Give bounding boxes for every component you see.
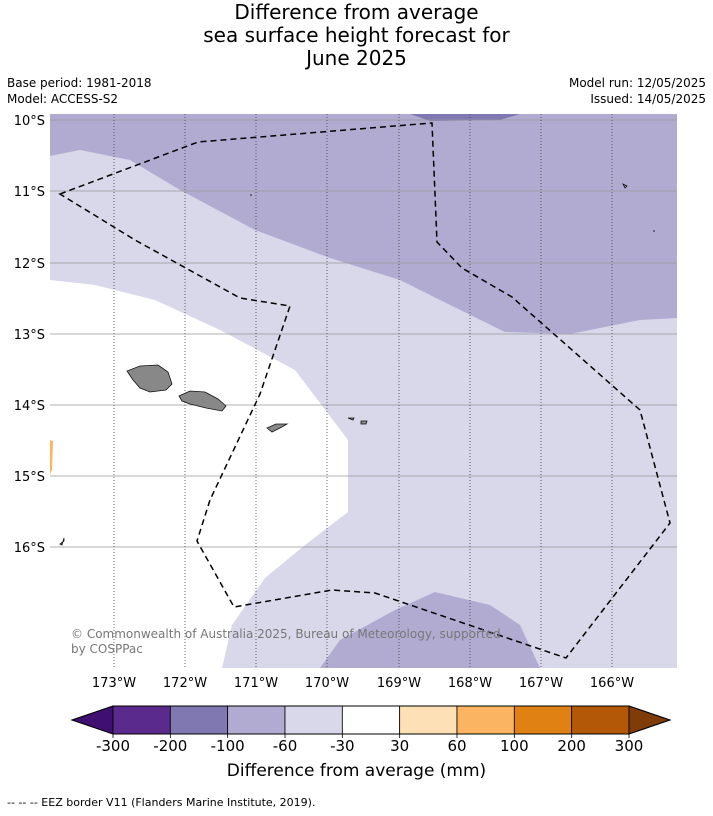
latitude-gridlines xyxy=(50,119,677,548)
lat-label: 12°S xyxy=(14,257,45,272)
anomaly-band-30-30 xyxy=(50,280,348,668)
meta-right: Model run: 12/05/2025 Issued: 14/05/2025 xyxy=(569,75,706,107)
meta-left: Base period: 1981-2018 Model: ACCESS-S2 xyxy=(7,75,152,107)
savaii-island xyxy=(126,364,173,393)
title-line-1: Difference from average xyxy=(234,0,479,24)
islet-icon xyxy=(622,183,628,189)
colorbar-label: Difference from average (mm) xyxy=(226,761,487,781)
lon-label: 167°W xyxy=(519,676,563,691)
copyright-line-1: © Commonwealth of Australia 2025, Bureau… xyxy=(71,627,501,641)
lat-label: 13°S xyxy=(14,328,45,343)
colorbar-segment xyxy=(399,705,458,735)
lon-label: 171°W xyxy=(234,676,278,691)
colorbar-segment xyxy=(169,705,229,735)
model-name: Model: ACCESS-S2 xyxy=(7,92,119,106)
colorbar-segment xyxy=(284,705,343,735)
longitude-labels: 173°W 172°W 171°W 170°W 169°W 168°W 167°… xyxy=(92,676,634,691)
colorbar-segment xyxy=(571,705,630,735)
colorbar-tick-label: 100 xyxy=(500,737,529,755)
title-line-2: sea surface height forecast for xyxy=(203,23,510,47)
islet-icon xyxy=(250,194,252,196)
colorbar-tick-label: 60 xyxy=(447,737,466,755)
base-period: Base period: 1981-2018 xyxy=(7,76,152,90)
lon-label: 173°W xyxy=(92,676,136,691)
anomaly-band-100-60-north xyxy=(50,114,677,334)
colorbar-segment xyxy=(112,705,171,735)
anomaly-band-30-60-sliver xyxy=(50,440,53,474)
colorbar-tick-label: 200 xyxy=(557,737,586,755)
colorbar-tick-label: 300 xyxy=(615,737,644,755)
lon-label: 172°W xyxy=(163,676,207,691)
colorbar-tick-label: -100 xyxy=(211,737,245,755)
anomaly-band-100-60-south xyxy=(320,592,540,668)
islet-icon xyxy=(59,537,65,546)
issued-date: Issued: 14/05/2025 xyxy=(590,92,706,106)
lon-label: 168°W xyxy=(448,676,492,691)
colorbar-tick-label: -30 xyxy=(330,737,355,755)
colorbar-extend-high xyxy=(628,705,672,735)
lat-label: 11°S xyxy=(14,185,45,200)
colorbar-segment xyxy=(341,705,401,735)
colorbar-extend-low xyxy=(70,705,114,735)
islet-icon xyxy=(347,417,355,421)
lat-label: 15°S xyxy=(14,470,45,485)
lat-label: 16°S xyxy=(14,541,45,556)
map-plot-area xyxy=(50,114,677,668)
colorbar: -300 -200 -100 -60 -30 30 60 100 200 300 xyxy=(70,705,672,755)
colorbar-tick-label: -200 xyxy=(153,737,187,755)
eez-border xyxy=(58,122,671,659)
copyright-line-2: by COSPPac xyxy=(71,642,143,656)
colorbar-tick-label: 30 xyxy=(390,737,409,755)
colorbar-tick-label: -60 xyxy=(273,737,298,755)
lat-label: 14°S xyxy=(14,399,45,414)
lon-label: 166°W xyxy=(590,676,634,691)
footer-note: -- -- -- EEZ border V11 (Flanders Marine… xyxy=(7,796,316,809)
islet-icon xyxy=(360,420,368,425)
model-run: Model run: 12/05/2025 xyxy=(568,76,706,90)
lon-label: 169°W xyxy=(377,676,421,691)
map-title: Difference from average sea surface heig… xyxy=(0,0,713,70)
colorbar-segment xyxy=(456,705,515,735)
tutuila-island xyxy=(266,423,289,433)
islet-icon xyxy=(653,230,655,232)
lat-label: 10°S xyxy=(14,114,45,129)
colorbar-segment xyxy=(513,705,573,735)
colorbar-segment xyxy=(227,705,286,735)
anomaly-band-200-100 xyxy=(410,114,520,121)
colorbar-tick-label: -300 xyxy=(96,737,130,755)
upolu-island xyxy=(178,390,227,412)
title-line-3: June 2025 xyxy=(306,46,407,70)
lon-label: 170°W xyxy=(305,676,349,691)
longitude-gridlines xyxy=(113,114,613,668)
latitude-labels: 10°S 11°S 12°S 13°S 14°S 15°S 16°S xyxy=(14,114,45,556)
